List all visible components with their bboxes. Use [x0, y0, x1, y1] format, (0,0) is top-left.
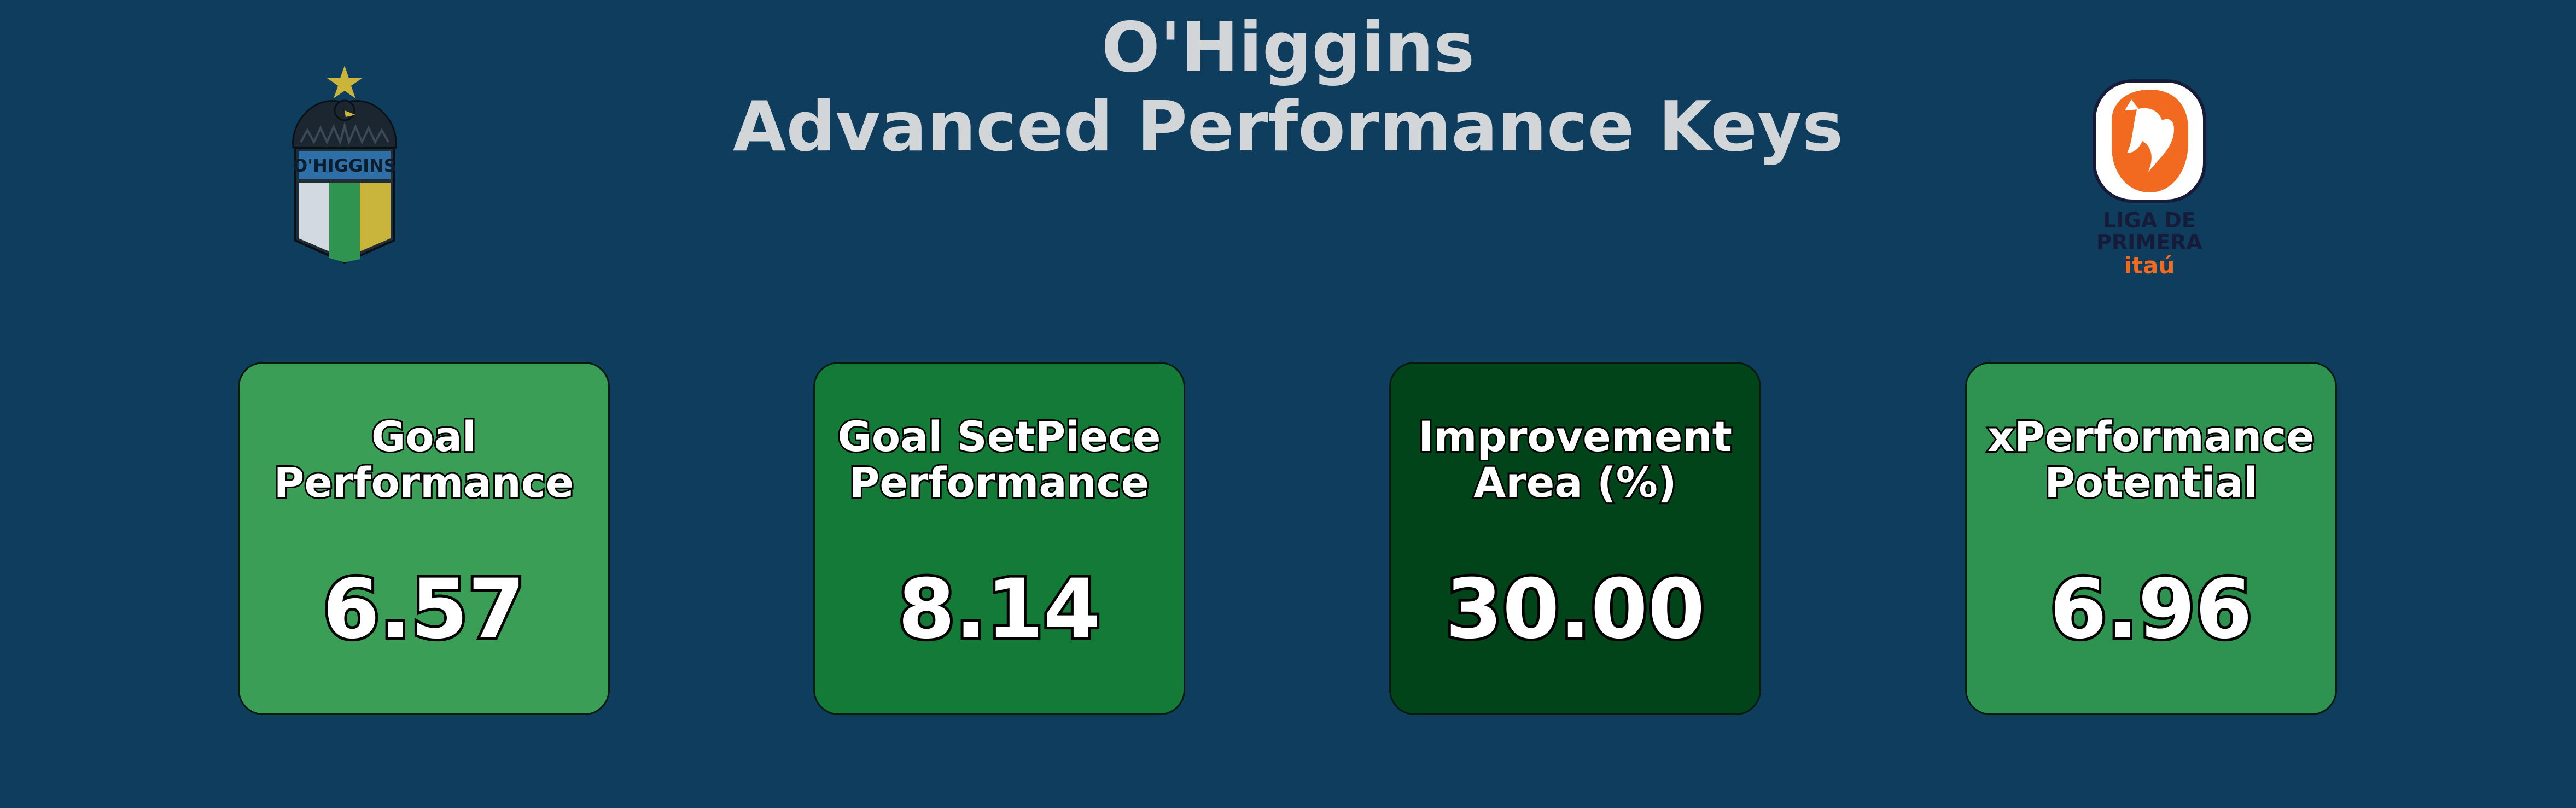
kpi-card-goal-performance: Goal Performance 6.57	[238, 362, 610, 715]
liga-de-primera-logo-icon: LIGA DE PRIMERA itaú	[2093, 79, 2206, 279]
kpi-card-label: xPerformance Potential	[1986, 412, 2316, 507]
kpi-card-label: Goal Performance	[272, 412, 576, 507]
svg-text:itaú: itaú	[2124, 252, 2175, 279]
title-subtitle: Advanced Performance Keys	[732, 86, 1844, 167]
kpi-card-value: 6.96	[2047, 562, 2255, 657]
kpi-card-xperformance-potential: xPerformance Potential 6.96	[1965, 362, 2337, 715]
svg-text:PRIMERA: PRIMERA	[2096, 230, 2202, 254]
kpi-cards: Goal Performance 6.57 Goal SetPiece Perf…	[0, 362, 2576, 716]
kpi-card-goal-setpiece-performance: Goal SetPiece Performance 8.14	[813, 362, 1185, 715]
page-title: O'Higgins Advanced Performance Keys	[0, 8, 2576, 166]
kpi-card-label: Improvement Area (%)	[1417, 412, 1734, 507]
ohiggins-crest-icon: O'HIGGINS	[292, 66, 397, 264]
title-team-name: O'Higgins	[1101, 7, 1475, 87]
svg-text:O'HIGGINS: O'HIGGINS	[293, 155, 397, 176]
kpi-card-label: Goal SetPiece Performance	[836, 412, 1163, 507]
kpi-card-value: 6.57	[320, 562, 528, 657]
svg-text:LIGA DE: LIGA DE	[2103, 208, 2196, 232]
kpi-card-improvement-area: Improvement Area (%) 30.00	[1389, 362, 1761, 715]
kpi-card-value: 8.14	[895, 562, 1103, 657]
kpi-card-value: 30.00	[1443, 562, 1707, 657]
